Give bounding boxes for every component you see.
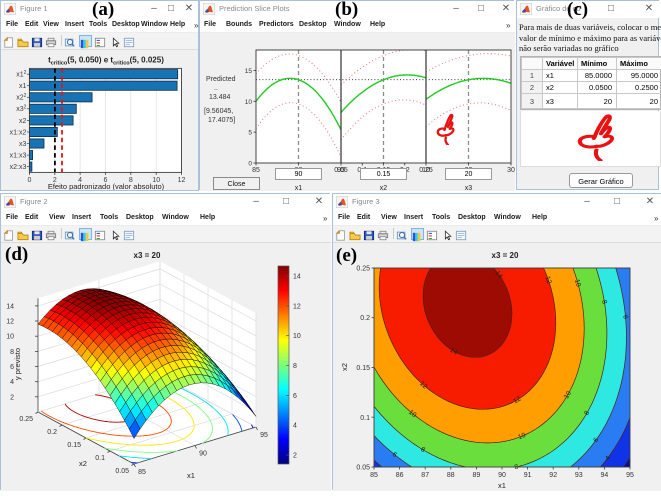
svg-text:12: 12 bbox=[293, 303, 301, 310]
svg-text:15: 15 bbox=[245, 68, 253, 75]
svg-text:x3 = 20: x3 = 20 bbox=[134, 251, 161, 260]
svg-text:x1:x2: x1:x2 bbox=[10, 129, 27, 136]
svg-text:95: 95 bbox=[337, 167, 345, 174]
svg-text:10: 10 bbox=[422, 167, 430, 174]
svg-text:14: 14 bbox=[493, 270, 503, 280]
svg-text:8: 8 bbox=[10, 349, 14, 356]
svg-text:2: 2 bbox=[293, 453, 297, 460]
svg-text:x3: x3 bbox=[465, 185, 473, 191]
svg-text:x12: x12 bbox=[16, 70, 26, 79]
svg-text:x3 = 20: x3 = 20 bbox=[492, 251, 519, 260]
svg-text:0.25: 0.25 bbox=[419, 167, 433, 174]
svg-text:12: 12 bbox=[178, 177, 186, 184]
svg-text:Predicted: Predicted bbox=[206, 76, 236, 83]
svg-text:[9.56045,: [9.56045, bbox=[204, 108, 233, 115]
svg-text:x2: x2 bbox=[19, 118, 27, 125]
svg-text:89: 89 bbox=[473, 472, 481, 479]
svg-text:Efeito padronizado (valor abso: Efeito padronizado (valor absoluto) bbox=[48, 182, 165, 190]
svg-text:10: 10 bbox=[152, 177, 160, 184]
svg-text:0.05: 0.05 bbox=[115, 468, 129, 475]
svg-text:30: 30 bbox=[507, 167, 515, 174]
svg-text:93: 93 bbox=[575, 472, 583, 479]
svg-text:8: 8 bbox=[600, 300, 608, 305]
svg-text:0.05: 0.05 bbox=[356, 465, 370, 472]
svg-text:88: 88 bbox=[447, 472, 455, 479]
svg-text:10: 10 bbox=[293, 333, 301, 340]
svg-text:4: 4 bbox=[10, 379, 14, 386]
svg-text:5: 5 bbox=[248, 130, 252, 137]
svg-text:90: 90 bbox=[199, 451, 207, 458]
svg-text:0.1: 0.1 bbox=[360, 415, 370, 422]
svg-text:8: 8 bbox=[129, 177, 133, 184]
svg-text:x1: x1 bbox=[19, 83, 27, 90]
svg-text:0.2: 0.2 bbox=[360, 315, 370, 322]
svg-text:x32: x32 bbox=[16, 105, 26, 114]
svg-text:95: 95 bbox=[626, 472, 634, 479]
svg-text:x1: x1 bbox=[498, 481, 506, 490]
svg-text:10: 10 bbox=[6, 334, 14, 341]
svg-text:8: 8 bbox=[419, 446, 426, 454]
svg-text:x1:x3: x1:x3 bbox=[10, 153, 27, 160]
svg-text:6: 6 bbox=[391, 451, 399, 459]
svg-text:6: 6 bbox=[104, 177, 108, 184]
svg-text:91: 91 bbox=[524, 472, 532, 479]
svg-text:17.4075]: 17.4075] bbox=[208, 117, 235, 124]
svg-text:x3: x3 bbox=[19, 141, 27, 148]
svg-text:2: 2 bbox=[53, 177, 57, 184]
svg-text:86: 86 bbox=[396, 472, 404, 479]
svg-text:2: 2 bbox=[10, 394, 14, 401]
svg-text:85: 85 bbox=[138, 469, 146, 476]
svg-text:14: 14 bbox=[293, 274, 301, 281]
svg-text:x1: x1 bbox=[187, 471, 195, 480]
svg-text:6: 6 bbox=[592, 437, 600, 444]
svg-text:0.05: 0.05 bbox=[334, 167, 348, 174]
svg-text:0.25: 0.25 bbox=[356, 266, 370, 273]
svg-text:tcritico(5, 0.050) e tcritico(: tcritico(5, 0.050) e tcritico(5, 0.025) bbox=[48, 56, 164, 67]
svg-text:10: 10 bbox=[245, 99, 253, 106]
svg-text:92: 92 bbox=[549, 472, 557, 479]
svg-text:12: 12 bbox=[6, 319, 14, 326]
svg-text:0: 0 bbox=[27, 177, 31, 184]
svg-text:8: 8 bbox=[293, 363, 297, 370]
svg-text:12: 12 bbox=[418, 380, 428, 390]
svg-text:10: 10 bbox=[517, 432, 527, 441]
svg-text:0.15: 0.15 bbox=[356, 365, 370, 372]
svg-text:12: 12 bbox=[512, 395, 522, 405]
svg-text:4: 4 bbox=[293, 423, 297, 430]
svg-text:..: .. bbox=[214, 85, 218, 92]
svg-text:85: 85 bbox=[370, 472, 378, 479]
svg-text:y previsto: y previsto bbox=[13, 348, 22, 380]
svg-text:13.484: 13.484 bbox=[209, 94, 231, 101]
svg-text:10: 10 bbox=[407, 409, 417, 419]
svg-text:x2: x2 bbox=[79, 459, 87, 468]
svg-text:90: 90 bbox=[498, 472, 506, 479]
svg-text:8: 8 bbox=[514, 464, 520, 472]
svg-text:4: 4 bbox=[604, 455, 612, 462]
svg-text:x2: x2 bbox=[380, 185, 388, 191]
svg-text:8: 8 bbox=[583, 410, 591, 417]
svg-text:0.15: 0.15 bbox=[67, 442, 81, 449]
svg-text:14: 14 bbox=[6, 303, 14, 310]
svg-text:10: 10 bbox=[563, 390, 573, 400]
svg-text:x2:x3: x2:x3 bbox=[10, 164, 27, 171]
svg-text:x1: x1 bbox=[295, 185, 303, 191]
svg-text:0.1: 0.1 bbox=[95, 455, 105, 462]
svg-text:6: 6 bbox=[621, 315, 628, 320]
svg-text:x22: x22 bbox=[16, 93, 26, 102]
svg-text:x2: x2 bbox=[340, 363, 349, 371]
svg-text:0.25: 0.25 bbox=[19, 416, 33, 423]
svg-text:12: 12 bbox=[543, 275, 552, 285]
svg-text:95: 95 bbox=[260, 432, 268, 439]
svg-text:10: 10 bbox=[573, 279, 582, 288]
svg-text:87: 87 bbox=[421, 472, 429, 479]
svg-text:6: 6 bbox=[293, 393, 297, 400]
svg-text:0: 0 bbox=[248, 161, 252, 168]
svg-text:0.2: 0.2 bbox=[47, 429, 57, 436]
svg-text:14: 14 bbox=[449, 347, 459, 357]
svg-text:4: 4 bbox=[78, 177, 82, 184]
svg-text:94: 94 bbox=[601, 472, 609, 479]
svg-text:6: 6 bbox=[10, 364, 14, 371]
svg-text:85: 85 bbox=[252, 167, 260, 174]
